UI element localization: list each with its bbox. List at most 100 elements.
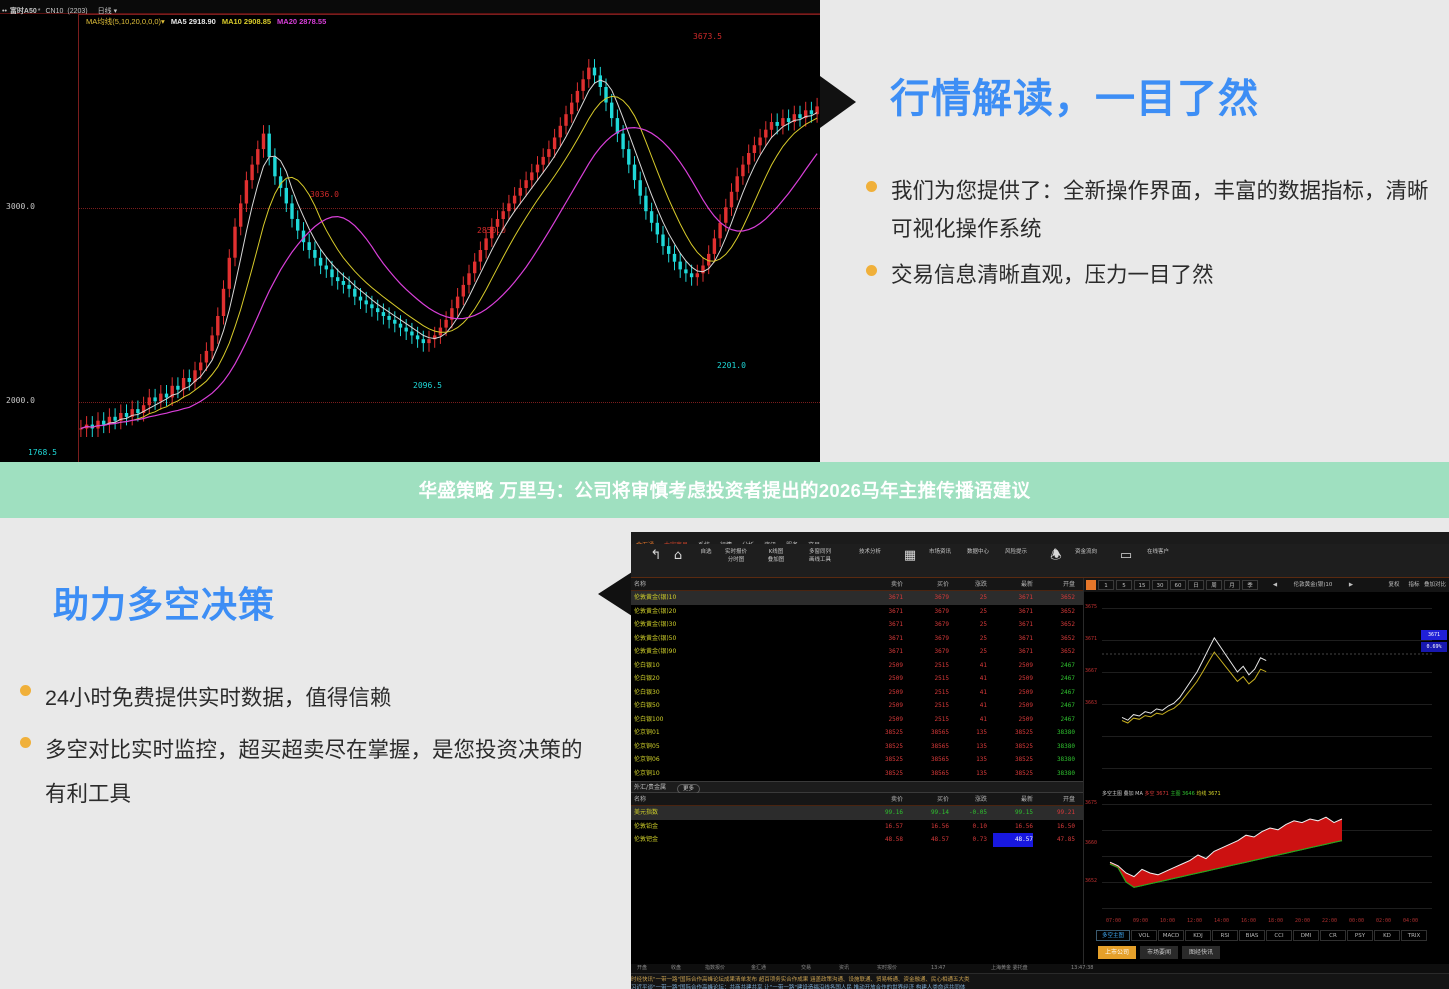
ind-xlabel-0: 07:00 [1106, 918, 1122, 924]
fx-section-bar[interactable]: 外汇/贵金属 更多 [631, 781, 1083, 794]
timeframe-日[interactable]: 日 [1188, 580, 1204, 590]
quote-table-pane[interactable]: 名称卖价买价涨跌最新开盘最高最低幅度%今收昨收均价 伦敦黄金(银)1036713… [631, 578, 1349, 989]
col-header-1[interactable]: 卖价 [890, 796, 903, 803]
chart-period-selector[interactable]: 日线 [97, 8, 112, 15]
indicator-header-label: 多空主图 叠加 MA [1102, 791, 1143, 797]
chart-prev-icon[interactable]: ◀ [1272, 582, 1278, 588]
bottom-bullet-text: 多空对比实时监控，超买超卖尽在掌握，是您投资决策的有利工具 [45, 738, 583, 806]
ma-chevron-down-icon[interactable]: ▾ [161, 17, 165, 26]
home-icon[interactable]: ⌂ [661, 548, 695, 564]
indicator-tab-PSY[interactable]: PSY [1347, 930, 1373, 941]
message-icon[interactable]: ▭ [1109, 548, 1143, 564]
status-item-1: 收盘 [671, 965, 682, 971]
table-row[interactable]: 伦敦黄金(银)90367136792536713652367536410.693… [631, 645, 1311, 659]
col-header-4[interactable]: 最新 [1020, 581, 1033, 588]
chart-toolbar[interactable]: •• 富时A50* CN10 (2203) 日线 ▾ [0, 0, 820, 15]
table-row[interactable]: 伦京铜053852538565135385253838038587383800.… [631, 740, 1311, 754]
timeframe-15[interactable]: 15 [1134, 580, 1150, 590]
col-header-0[interactable]: 名称 [634, 796, 647, 803]
market-quote[interactable]: 实时报价 分时图 [719, 548, 753, 564]
col-header-5[interactable]: 开盘 [1062, 796, 1075, 803]
timeframe-60[interactable]: 60 [1170, 580, 1186, 590]
indicator-tab-KDJ[interactable]: KDJ [1185, 930, 1211, 941]
data-center[interactable]: 数据中心 [961, 548, 995, 556]
kline[interactable]: K线图 叠加图 [759, 548, 793, 564]
self-select[interactable]: 自选 [689, 548, 723, 556]
table-row[interactable]: 伦白银30250925154125092467251524661.6624682… [631, 686, 1311, 700]
ma-legend-name[interactable]: MA均线(5,10,20,0,0,0) [86, 17, 162, 26]
cell-0: 48.58 [884, 836, 903, 843]
col-header-4[interactable]: 最新 [1020, 796, 1033, 803]
table-row[interactable]: 伦敦铂金16.5716.560.1016.5616.5016.5716.430.… [631, 820, 1349, 834]
chart-next-icon[interactable]: ▶ [1348, 582, 1354, 588]
indicator-tab-CR[interactable]: CR [1320, 930, 1346, 941]
top-headline: 行情解读，一目了然 [890, 77, 1259, 121]
news-tab-2[interactable]: 图经快讯 [1182, 946, 1220, 959]
table-row[interactable]: 伦白银20250925154125092467251524661.6624682… [631, 672, 1311, 686]
table-row[interactable]: 伦京铜013852538565135385253838038587383800.… [631, 726, 1311, 740]
indicator-tab-bar[interactable]: 多空主图 VOL MACD KDJ RSI BIAS CCI DMI CR PSY KD TRIX [1096, 930, 1446, 941]
chevron-down-icon[interactable]: ▾ [113, 8, 118, 15]
fund-flow[interactable]: 资金流向 [1069, 548, 1103, 556]
timeframe-季[interactable]: 季 [1242, 580, 1258, 590]
indicator-tab-DMI[interactable]: DMI [1293, 930, 1319, 941]
chart-compare-button[interactable]: 叠加对比 [1423, 582, 1446, 588]
alarm-icon[interactable]: 🕭 [1039, 548, 1073, 564]
terminal-toolbar[interactable]: ↰ ⌂ 自选 实时报价 分时图 K线图 叠加图 多窗同列 画线工具 技术分析 ▦ 市场资讯 数据中心 风险… [631, 544, 1449, 578]
chart-indicator-button[interactable]: 指标 [1408, 582, 1420, 588]
indicator-tab-CCI[interactable]: CCI [1266, 930, 1292, 941]
indicator-tab-TRIX[interactable]: TRIX [1401, 930, 1427, 941]
tech-analysis[interactable]: 技术分析 [853, 548, 887, 556]
chart-symbol-code2: (2203) [67, 8, 88, 15]
timeframe-周[interactable]: 周 [1206, 580, 1222, 590]
market-news[interactable]: 市场资讯 [923, 548, 957, 556]
chart-adjust-button[interactable]: 复权 [1388, 582, 1400, 588]
col-header-5[interactable]: 开盘 [1062, 581, 1075, 588]
table-row[interactable]: 伦白银10250925154125092467251524661.6624682… [631, 659, 1311, 673]
indicator-tab-MACD[interactable]: MACD [1158, 930, 1184, 941]
col-header-2[interactable]: 买价 [936, 581, 949, 588]
col-header-3[interactable]: 涨跌 [974, 581, 987, 588]
col-header-0[interactable]: 名称 [634, 581, 647, 588]
cell-4: 2467 [1060, 661, 1075, 669]
table-row[interactable]: 伦敦黄金(银)30367136792536713652367536410.693… [631, 618, 1311, 632]
back-icon[interactable]: ↰ [639, 548, 673, 564]
table-row[interactable]: 伦京铜103852538565135385253838038587383800.… [631, 767, 1311, 781]
bottom-bullet-list: 24小时免费提供实时数据，值得信赖 多空对比实时监控，超买超卖尽在掌握，是您投资决… [20, 676, 595, 824]
cell-1: 3679 [934, 634, 949, 642]
table-row[interactable]: 伦敦黄金(银)10367136792536713652367536410.693… [631, 591, 1311, 605]
table-row[interactable]: 伦敦黄金(银)50367136792536713652367536410.693… [631, 632, 1311, 646]
risk-alert[interactable]: 风险提示 [999, 548, 1033, 556]
table-row[interactable]: 伦白银50250925154125092467251524661.6624682… [631, 699, 1311, 713]
indicator-tab-KD[interactable]: KD [1374, 930, 1400, 941]
chart-symbol-label[interactable]: 伦敦黄金(银)10 [1293, 582, 1333, 588]
kline-chart-panel[interactable]: •• 富时A50* CN10 (2203) 日线 ▾ MA均线(5,10,20,0,0,0… [0, 0, 820, 462]
indicator-tab-BIAS[interactable]: BIAS [1239, 930, 1265, 941]
timeframe-30[interactable]: 30 [1152, 580, 1168, 590]
chart-pane[interactable]: 1 5 15 30 60 日周月季 ◀ 伦敦黄金(银)10 ▶ 复权 指标 叠加对比 3675 367… [1083, 578, 1449, 989]
chart-menu-icon[interactable] [1086, 580, 1096, 590]
timeframe-月[interactable]: 月 [1224, 580, 1240, 590]
indicator-tab-RSI[interactable]: RSI [1212, 930, 1238, 941]
favorite-star-icon[interactable]: * [37, 8, 41, 15]
timeframe-bar[interactable]: 1 5 15 30 60 日周月季 ◀ 伦敦黄金(银)10 ▶ 复权 指标 叠加对比 [1084, 578, 1449, 592]
indicator-tab-VOL[interactable]: VOL [1131, 930, 1157, 941]
table-row[interactable]: 美元指数99.1699.14-0.0599.1599.2199.2699.14-… [631, 806, 1349, 820]
news-tab-0[interactable]: 上市公司 [1098, 946, 1136, 959]
indicator-tab-多空主图[interactable]: 多空主图 [1096, 930, 1130, 941]
col-header-3[interactable]: 涨跌 [974, 796, 987, 803]
col-header-1[interactable]: 卖价 [890, 581, 903, 588]
multi-window[interactable]: 多窗同列 画线工具 [803, 548, 837, 564]
table-row[interactable]: 伦敦钯金48.5848.570.7348.5747.8548.7047.751.… [631, 833, 1349, 847]
timeframe-5[interactable]: 5 [1116, 580, 1132, 590]
terminal-menubar[interactable]: 金汇通大宗商品系统行情分析资讯服务交易 [631, 532, 1449, 549]
chart-icon[interactable]: ▦ [893, 548, 927, 564]
news-tab-1[interactable]: 市场要闻 [1140, 946, 1178, 959]
table-row[interactable]: 伦敦黄金(银)20367136792536713652367536410.693… [631, 605, 1311, 619]
timeframe-1[interactable]: 1 [1098, 580, 1114, 590]
customer-service[interactable]: 在线客户 [1141, 548, 1175, 556]
table-row[interactable]: 伦白银100250925154125092467251524661.662468… [631, 713, 1311, 727]
col-header-2[interactable]: 买价 [936, 796, 949, 803]
table-row[interactable]: 伦京铜063852538565135385253838038587383800.… [631, 753, 1311, 767]
